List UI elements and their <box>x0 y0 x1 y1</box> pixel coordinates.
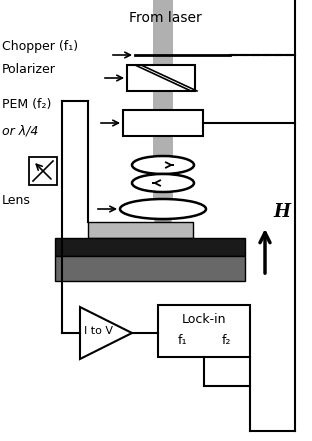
Bar <box>29 157 57 185</box>
Text: PEM (f₂): PEM (f₂) <box>2 98 51 111</box>
Ellipse shape <box>132 156 194 174</box>
Ellipse shape <box>120 199 206 219</box>
Bar <box>88 222 193 238</box>
Text: Polarizer: Polarizer <box>2 63 56 76</box>
Polygon shape <box>153 211 173 249</box>
Text: or λ/4: or λ/4 <box>2 125 38 138</box>
Text: f₁: f₁ <box>177 335 187 348</box>
Text: From laser: From laser <box>129 11 201 25</box>
Bar <box>153 0 173 211</box>
Text: I to V: I to V <box>84 326 113 336</box>
Text: H: H <box>273 203 290 221</box>
Bar <box>55 238 245 256</box>
Polygon shape <box>80 307 132 359</box>
Text: Lens: Lens <box>2 194 31 207</box>
Text: Chopper (f₁): Chopper (f₁) <box>2 40 78 53</box>
Ellipse shape <box>132 174 194 192</box>
Bar <box>158 305 250 357</box>
Text: f₂: f₂ <box>221 335 231 348</box>
Text: Lock-in: Lock-in <box>182 313 226 326</box>
Bar <box>127 65 195 91</box>
Bar <box>55 256 245 281</box>
Bar <box>123 110 203 136</box>
